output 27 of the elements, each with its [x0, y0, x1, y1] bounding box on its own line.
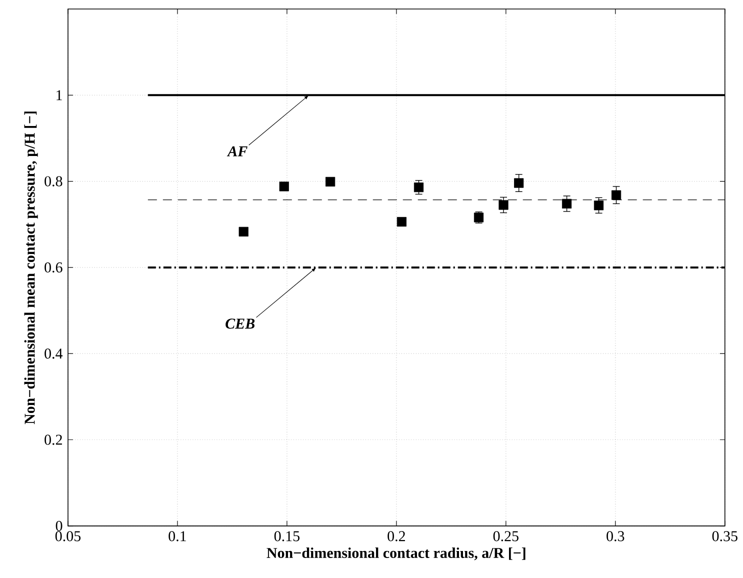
point: [562, 198, 572, 209]
point: [611, 190, 622, 200]
point: [326, 176, 336, 187]
point: [594, 200, 604, 210]
x-tick-label: 0.1: [168, 531, 186, 542]
point: [498, 200, 508, 210]
y-tick-label: 1: [56, 90, 62, 100]
x-axis-title: Non−dimensional contact radius, a/R [−]: [266, 548, 526, 560]
point: [279, 182, 289, 192]
point: [396, 217, 406, 227]
x-tick-label: 0.2: [388, 531, 405, 542]
x-tick-label: 0.3: [606, 531, 624, 542]
y-tick-label: 0.6: [44, 262, 62, 273]
x-tick-label: 0.05: [55, 531, 81, 542]
x-tick-label: 0.25: [493, 531, 518, 542]
point: [414, 182, 424, 192]
y-axis-title: Non−dimensional mean contact pressure, p/H [−]: [24, 112, 38, 424]
y-tick-label: 0.8: [44, 176, 62, 186]
point: [238, 226, 248, 237]
annotation: CEB: [226, 318, 255, 329]
x-tick-label: 0.35: [712, 531, 738, 542]
y-tick-label: 0.2: [44, 434, 62, 445]
x-tick-label: 0.15: [274, 531, 300, 542]
point: [514, 178, 524, 188]
y-tick-label: 0: [56, 520, 62, 532]
y-tick-label: 0.4: [44, 348, 63, 359]
annotation: AF: [226, 146, 248, 156]
